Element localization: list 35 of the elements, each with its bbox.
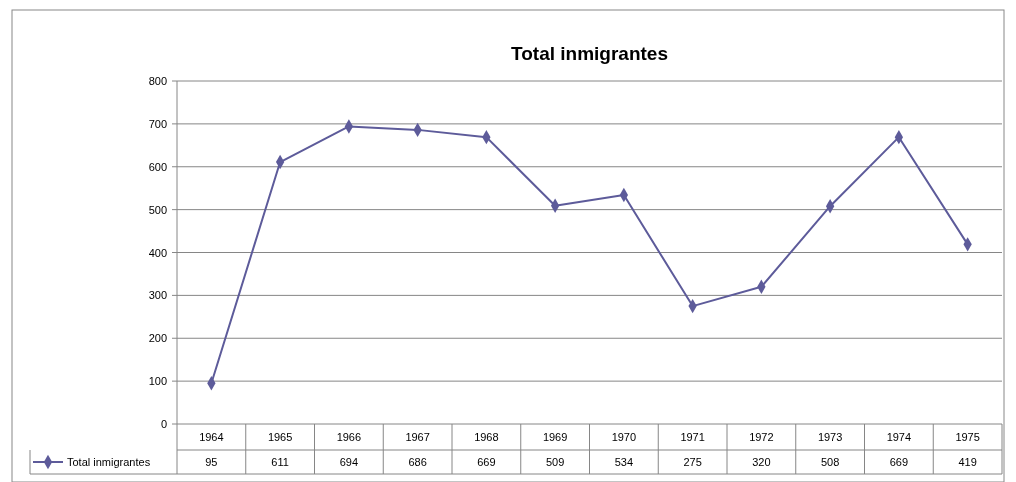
x-tick-label: 1970 — [611, 431, 637, 443]
y-tick-label: 700 — [148, 117, 167, 130]
x-tick-label: 1973 — [817, 431, 843, 443]
x-tick-label: 1971 — [680, 431, 705, 443]
data-label: 508 — [820, 456, 840, 468]
y-tick-label: 800 — [148, 75, 167, 87]
x-tick-label: 1975 — [955, 431, 980, 443]
x-tick-label: 1964 — [199, 431, 224, 443]
x-tick-label: 1969 — [542, 431, 568, 443]
data-label: 534 — [614, 456, 634, 468]
x-tick-label: 1966 — [336, 431, 362, 443]
chart-title: Total inmigrantes — [511, 43, 668, 64]
x-tick-label: 1968 — [474, 431, 499, 443]
y-tick-label: 0 — [160, 418, 167, 430]
y-tick-label: 200 — [148, 332, 167, 345]
data-label: 686 — [408, 456, 427, 468]
data-label: 95 — [205, 456, 218, 468]
data-label: 509 — [545, 456, 565, 468]
data-label: 669 — [477, 456, 496, 468]
data-label: 419 — [958, 456, 977, 468]
data-label: 669 — [889, 456, 909, 468]
y-tick-label: 600 — [148, 160, 167, 173]
x-tick-label: 1967 — [405, 431, 430, 443]
y-tick-label: 100 — [148, 375, 167, 388]
data-label: 320 — [752, 456, 771, 468]
data-label: 694 — [339, 456, 359, 468]
legend-label: Total inmigrantes — [67, 456, 151, 468]
y-tick-label: 500 — [148, 203, 167, 216]
y-tick-label: 400 — [148, 246, 167, 259]
x-tick-label: 1965 — [267, 431, 293, 443]
data-label: 611 — [271, 456, 289, 468]
x-tick-label: 1974 — [886, 431, 912, 443]
y-tick-label: 300 — [148, 289, 167, 302]
data-label: 275 — [683, 456, 702, 468]
x-tick-label: 1972 — [749, 431, 774, 443]
